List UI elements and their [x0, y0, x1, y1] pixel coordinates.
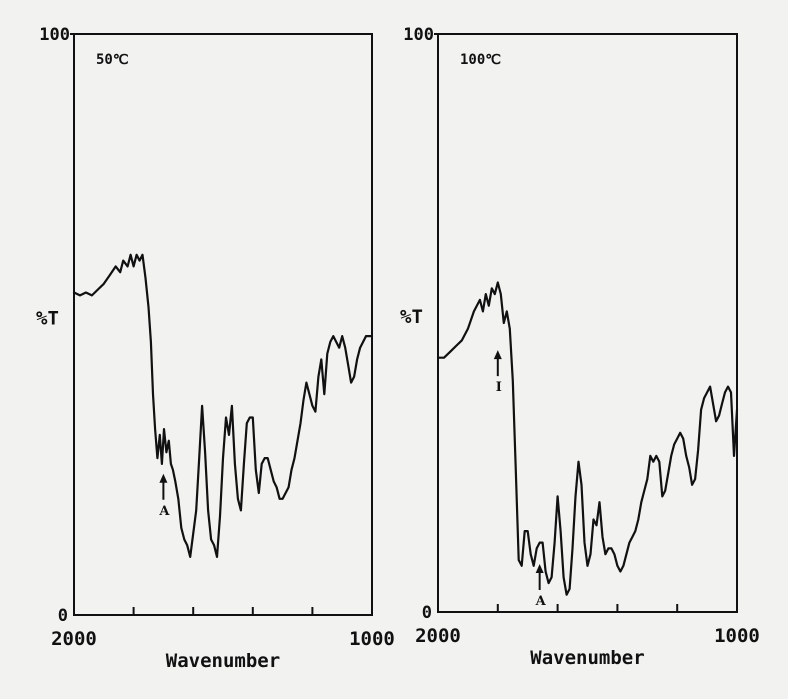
annotation-label: A	[158, 504, 170, 519]
spectrum-line	[436, 281, 739, 596]
x-tick-label-left: 2000	[415, 625, 461, 647]
x-tick-label-left: 2000	[51, 628, 97, 650]
temperature-label: 100℃	[460, 52, 501, 68]
plot-frame	[437, 33, 738, 613]
y-axis-label: %T	[400, 306, 423, 328]
peak-annotation: I	[493, 350, 502, 395]
y-tick-label-min: 0	[58, 606, 68, 626]
y-tick-label-max: 100	[403, 25, 434, 45]
annotation-label: I	[496, 380, 502, 395]
arrow-up-icon	[159, 473, 168, 483]
plot-frame	[73, 33, 373, 616]
x-axis-label: Wavenumber	[166, 650, 280, 672]
y-axis-label: %T	[36, 308, 59, 330]
annotation-label: A	[535, 594, 547, 609]
peak-annotation: A	[535, 563, 547, 609]
x-tick-label-right: 1000	[349, 628, 395, 650]
arrow-up-icon	[493, 350, 502, 360]
x-axis-label: Wavenumber	[530, 647, 644, 669]
temperature-label: 50℃	[96, 52, 129, 68]
peak-annotation: A	[158, 473, 170, 519]
arrow-up-icon	[535, 563, 544, 573]
spectrum-line	[72, 253, 374, 558]
y-tick-label-max: 100	[39, 25, 70, 45]
y-tick-label-min: 0	[422, 603, 432, 623]
x-tick-label-right: 1000	[714, 625, 760, 647]
